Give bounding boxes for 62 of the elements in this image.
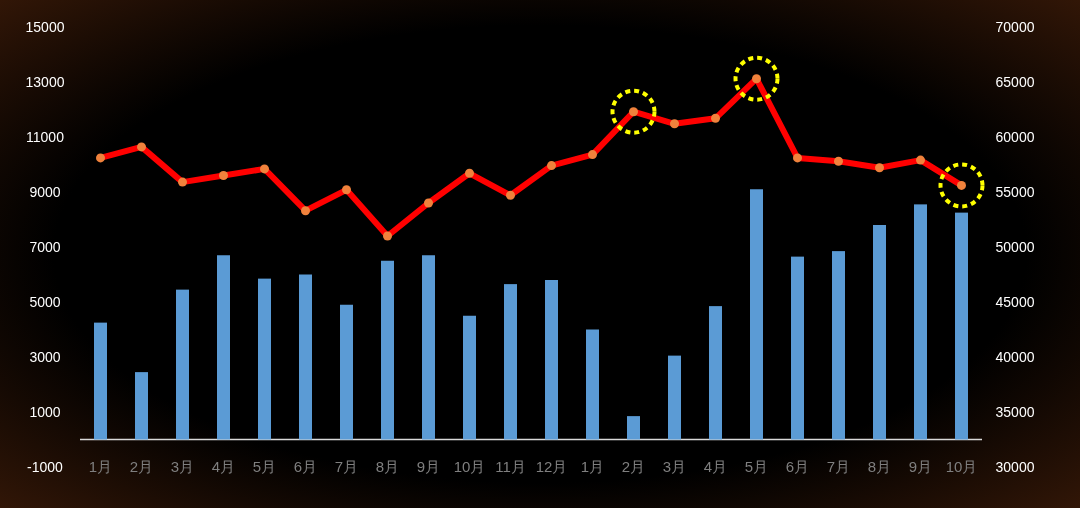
bar <box>832 251 845 440</box>
bar <box>668 355 681 440</box>
x-tick-label: 10月 <box>945 458 978 475</box>
x-tick-label: 7月 <box>826 458 851 475</box>
x-tick-label: 8月 <box>375 458 400 475</box>
y2-tick-label: 50000 <box>995 239 1035 255</box>
bar <box>381 260 394 440</box>
x-tick-label: 9月 <box>908 458 933 475</box>
y2-tick-label: 70000 <box>995 19 1035 35</box>
y-tick-label: -1000 <box>27 459 64 475</box>
bar <box>955 212 968 440</box>
y-tick-label: 1000 <box>29 404 61 420</box>
bar <box>463 315 476 440</box>
x-tick-label: 11月 <box>495 458 526 475</box>
y2-tick-label: 40000 <box>995 349 1035 365</box>
y2-tick-label: 30000 <box>995 459 1035 475</box>
x-tick-label: 7月 <box>334 458 359 475</box>
x-tick-label: 3月 <box>170 458 195 475</box>
bar <box>504 284 517 440</box>
x-tick-label: 2月 <box>129 458 154 475</box>
bar <box>873 225 886 440</box>
x-tick-label: 3月 <box>662 458 687 475</box>
x-tick-label: 9月 <box>416 458 441 475</box>
x-tick-label: 8月 <box>867 458 892 475</box>
y-tick-label: 3000 <box>29 349 61 365</box>
bar <box>545 280 558 440</box>
x-tick-label: 1月 <box>88 458 113 475</box>
bar <box>340 304 353 440</box>
bar <box>586 329 599 440</box>
x-tick-label: 5月 <box>744 458 769 475</box>
y-tick-label: 13000 <box>25 74 65 90</box>
y2-tick-label: 60000 <box>995 129 1035 145</box>
y-tick-label: 9000 <box>29 184 61 200</box>
y2-tick-label: 55000 <box>995 184 1035 200</box>
bar <box>94 322 107 440</box>
x-tick-label: 6月 <box>785 458 810 475</box>
x-tick-label: 2月 <box>621 458 646 475</box>
y2-tick-label: 45000 <box>995 294 1035 310</box>
y-tick-label: 7000 <box>29 239 61 255</box>
bar <box>258 278 271 440</box>
x-tick-label: 1月 <box>580 458 605 475</box>
x-tick-label: 5月 <box>252 458 277 475</box>
x-tick-label: 4月 <box>211 458 236 475</box>
bar <box>709 306 722 440</box>
bar <box>750 189 763 440</box>
y2-tick-label: 65000 <box>995 74 1035 90</box>
y-tick-label: 15000 <box>25 19 65 35</box>
bar <box>791 256 804 440</box>
y-tick-label: 5000 <box>29 294 61 310</box>
bar <box>299 274 312 440</box>
x-tick-label: 12月 <box>535 458 568 475</box>
x-tick-label: 10月 <box>453 458 486 475</box>
y-tick-label: 11000 <box>26 129 65 145</box>
bar <box>135 372 148 440</box>
bar <box>914 204 927 440</box>
x-tick-label: 4月 <box>703 458 728 475</box>
x-tick-label: 6月 <box>293 458 318 475</box>
y2-tick-label: 35000 <box>995 404 1035 420</box>
bar <box>627 416 640 440</box>
bar <box>422 255 435 440</box>
bar <box>217 255 230 440</box>
bar <box>176 289 189 440</box>
